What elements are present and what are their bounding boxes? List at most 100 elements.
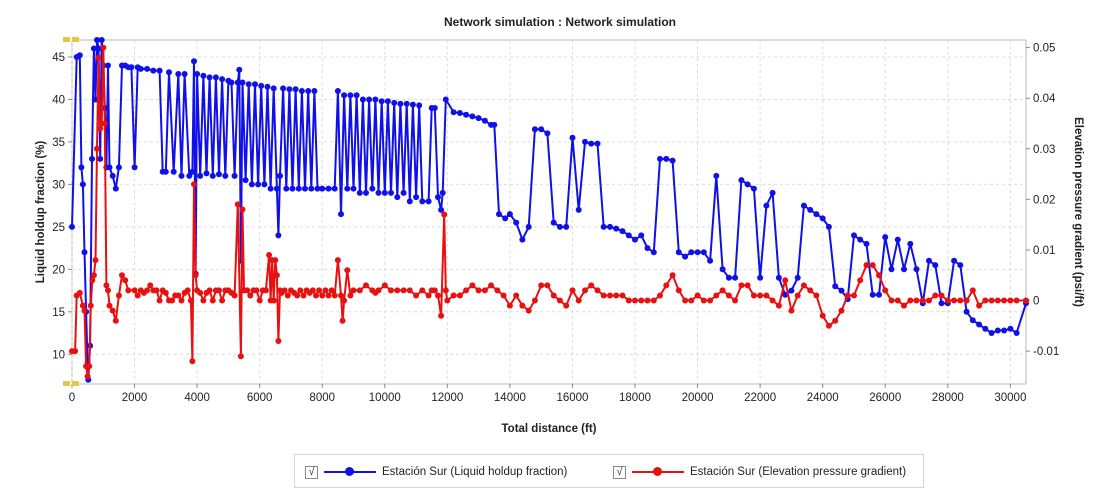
- data-point-holdup[interactable]: [338, 211, 344, 218]
- data-point-holdup[interactable]: [369, 185, 376, 192]
- data-point-gradient[interactable]: [513, 292, 520, 299]
- data-point-holdup[interactable]: [538, 126, 545, 133]
- data-point-gradient[interactable]: [494, 287, 501, 294]
- data-point-gradient[interactable]: [707, 297, 714, 304]
- data-point-gradient[interactable]: [322, 287, 329, 294]
- data-point-gradient[interactable]: [594, 287, 601, 294]
- data-point-holdup[interactable]: [813, 211, 820, 218]
- data-point-gradient[interactable]: [713, 292, 720, 299]
- data-point-gradient[interactable]: [607, 292, 613, 299]
- data-point-holdup[interactable]: [166, 69, 172, 76]
- data-point-gradient[interactable]: [819, 312, 826, 319]
- data-point-gradient[interactable]: [719, 287, 726, 294]
- data-point-holdup[interactable]: [234, 79, 241, 86]
- data-point-gradient[interactable]: [1023, 297, 1029, 304]
- data-point-holdup[interactable]: [932, 262, 939, 269]
- data-point-holdup[interactable]: [216, 171, 222, 178]
- data-point-holdup[interactable]: [894, 236, 901, 243]
- legend-item-holdup[interactable]: √ Estación Sur (Liquid holdup fraction): [305, 461, 567, 483]
- data-point-gradient[interactable]: [101, 120, 108, 127]
- data-point-holdup[interactable]: [544, 130, 551, 137]
- data-point-gradient[interactable]: [550, 292, 557, 299]
- data-point-gradient[interactable]: [901, 302, 907, 309]
- data-point-holdup[interactable]: [502, 215, 509, 222]
- data-point-gradient[interactable]: [919, 297, 926, 304]
- data-point-holdup[interactable]: [569, 134, 576, 141]
- data-point-gradient[interactable]: [763, 292, 770, 299]
- data-point-holdup[interactable]: [181, 71, 188, 77]
- data-point-gradient[interactable]: [769, 297, 776, 304]
- data-point-gradient[interactable]: [475, 287, 482, 294]
- data-point-gradient[interactable]: [675, 287, 682, 294]
- data-point-gradient[interactable]: [525, 307, 532, 314]
- data-point-holdup[interactable]: [350, 185, 357, 192]
- data-point-holdup[interactable]: [416, 102, 423, 109]
- data-point-holdup[interactable]: [769, 189, 776, 196]
- data-point-gradient[interactable]: [192, 272, 199, 279]
- data-point-holdup[interactable]: [1013, 330, 1020, 336]
- data-point-gradient[interactable]: [700, 297, 707, 304]
- data-point-gradient[interactable]: [344, 267, 351, 274]
- data-point-gradient[interactable]: [313, 292, 319, 299]
- data-point-gradient[interactable]: [419, 287, 426, 294]
- data-point-holdup[interactable]: [1007, 325, 1014, 332]
- data-point-gradient[interactable]: [625, 297, 632, 304]
- data-point-gradient[interactable]: [926, 297, 932, 304]
- data-point-holdup[interactable]: [209, 172, 216, 179]
- data-point-gradient[interactable]: [556, 297, 563, 304]
- data-point-gradient[interactable]: [239, 206, 246, 213]
- data-point-holdup[interactable]: [137, 65, 144, 72]
- data-point-gradient[interactable]: [328, 287, 335, 294]
- data-point-gradient[interactable]: [253, 287, 260, 294]
- data-point-holdup[interactable]: [372, 96, 379, 103]
- data-point-holdup[interactable]: [105, 62, 111, 69]
- data-point-holdup[interactable]: [388, 189, 394, 196]
- data-point-holdup[interactable]: [926, 257, 932, 264]
- data-point-gradient[interactable]: [266, 252, 273, 258]
- data-point-holdup[interactable]: [239, 79, 246, 86]
- data-point-holdup[interactable]: [98, 37, 105, 43]
- data-point-gradient[interactable]: [488, 282, 495, 289]
- data-point-gradient[interactable]: [334, 257, 341, 264]
- data-point-holdup[interactable]: [273, 185, 280, 192]
- data-point-gradient[interactable]: [894, 297, 901, 304]
- data-point-holdup[interactable]: [694, 249, 701, 256]
- data-point-gradient[interactable]: [907, 297, 914, 304]
- data-point-holdup[interactable]: [456, 110, 463, 116]
- data-point-holdup[interactable]: [688, 249, 695, 256]
- data-point-holdup[interactable]: [713, 172, 720, 179]
- data-point-gradient[interactable]: [103, 282, 110, 289]
- data-point-holdup[interactable]: [106, 164, 113, 171]
- data-point-holdup[interactable]: [913, 266, 920, 273]
- data-point-holdup[interactable]: [331, 185, 338, 192]
- data-point-holdup[interactable]: [261, 181, 268, 188]
- data-point-holdup[interactable]: [212, 74, 219, 81]
- data-point-gradient[interactable]: [350, 287, 357, 294]
- data-point-holdup[interactable]: [341, 92, 348, 99]
- data-point-holdup[interactable]: [150, 67, 157, 74]
- data-point-gradient[interactable]: [115, 292, 122, 299]
- data-point-gradient[interactable]: [757, 292, 764, 299]
- data-point-gradient[interactable]: [341, 297, 348, 304]
- data-point-holdup[interactable]: [994, 327, 1001, 334]
- data-point-gradient[interactable]: [363, 282, 369, 289]
- data-point-holdup[interactable]: [275, 232, 282, 239]
- data-point-holdup[interactable]: [425, 198, 432, 205]
- data-point-gradient[interactable]: [381, 282, 388, 289]
- data-point-holdup[interactable]: [109, 172, 116, 179]
- data-point-gradient[interactable]: [988, 297, 995, 304]
- data-point-holdup[interactable]: [289, 185, 296, 192]
- data-point-gradient[interactable]: [438, 312, 445, 319]
- data-point-gradient[interactable]: [876, 272, 882, 279]
- data-point-gradient[interactable]: [669, 272, 676, 279]
- data-point-holdup[interactable]: [391, 99, 398, 106]
- data-point-holdup[interactable]: [619, 228, 626, 235]
- data-point-holdup[interactable]: [519, 236, 526, 243]
- data-point-holdup[interactable]: [144, 65, 151, 72]
- data-point-gradient[interactable]: [156, 297, 163, 304]
- data-point-gradient[interactable]: [81, 307, 88, 314]
- data-point-gradient[interactable]: [938, 292, 945, 299]
- data-point-holdup[interactable]: [819, 215, 826, 222]
- data-point-gradient[interactable]: [744, 282, 751, 289]
- data-point-holdup[interactable]: [788, 287, 795, 294]
